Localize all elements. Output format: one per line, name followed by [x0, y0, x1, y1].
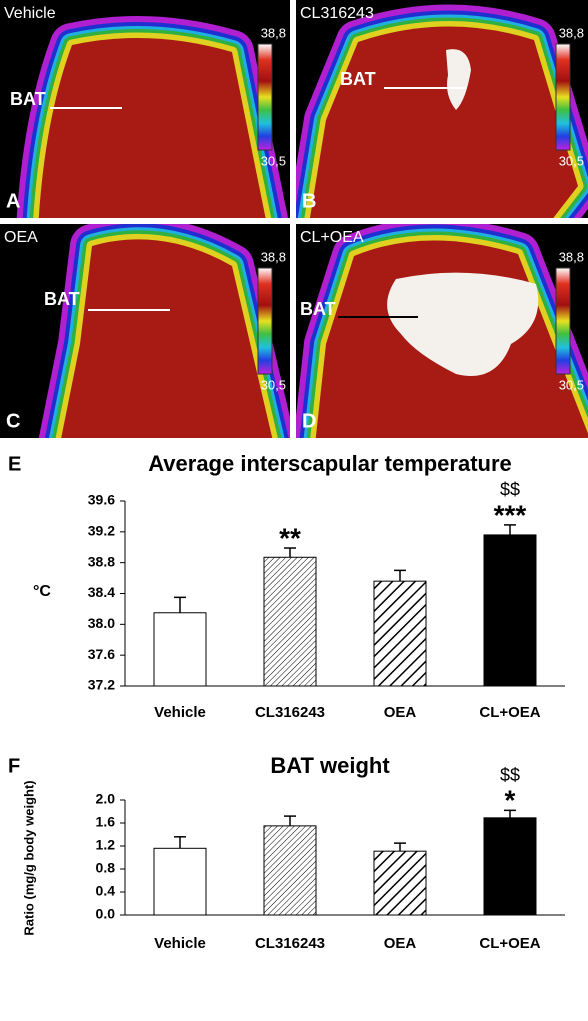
- thermal-panel: BAT OEA C 38,8 30,5: [0, 224, 290, 438]
- panel-label: Vehicle: [4, 5, 56, 22]
- bar: [373, 580, 427, 687]
- error-bar: [174, 836, 186, 849]
- y-tick-label: 1.6: [96, 814, 116, 830]
- thermal-body: [309, 26, 578, 218]
- hot-spot: [446, 49, 471, 110]
- scale-max: 38,8: [559, 25, 584, 40]
- panel-letter: B: [302, 190, 316, 212]
- x-tick-label: CL+OEA: [479, 704, 540, 721]
- significance-label: *: [505, 785, 516, 816]
- x-tick-label: CL+OEA: [479, 935, 540, 952]
- thermal-body: [61, 239, 273, 438]
- hot-spot: [387, 272, 539, 376]
- bar: [373, 850, 427, 916]
- thermal-panel: BAT Vehicle A 38,8 30,5: [0, 0, 290, 218]
- bar: [263, 556, 317, 687]
- x-tick-label: CL316243: [255, 935, 325, 952]
- scale-min: 30,5: [559, 153, 584, 168]
- y-tick-label: 38.8: [88, 553, 115, 569]
- thermal-panel: BAT CL316243 B 38,8 30,5: [296, 0, 588, 218]
- y-tick-label: 37.2: [88, 677, 115, 693]
- y-tick-label: 39.6: [88, 492, 115, 508]
- scale-min: 30,5: [559, 377, 584, 392]
- error-bar: [174, 596, 186, 613]
- x-tick-label: Vehicle: [154, 704, 206, 721]
- scale-min: 30,5: [261, 377, 286, 392]
- panel-letter: C: [6, 410, 20, 432]
- panel-letter: A: [6, 190, 20, 212]
- bat-label: BAT: [10, 89, 46, 109]
- y-tick-label: 38.4: [88, 584, 115, 600]
- significance-label: **: [279, 522, 301, 553]
- panel-label: OEA: [4, 229, 38, 246]
- error-bar: [504, 809, 516, 818]
- scale-min: 30,5: [261, 153, 286, 168]
- scale-max: 38,8: [261, 25, 286, 40]
- error-bar: [394, 842, 406, 852]
- y-tick-label: 0.8: [96, 860, 116, 876]
- chart-title: Average interscapular temperature: [148, 451, 512, 476]
- error-bar: [284, 815, 296, 826]
- color-scale: [555, 267, 571, 375]
- panel-label: CL+OEA: [300, 229, 364, 246]
- color-scale: [257, 43, 273, 151]
- panel-letter: D: [302, 410, 316, 432]
- panel-letter: E: [8, 453, 21, 475]
- x-tick-label: CL316243: [255, 704, 325, 721]
- significance-label: $$: [500, 480, 520, 500]
- bar: [263, 825, 317, 916]
- bar: [483, 534, 537, 687]
- bat-label: BAT: [300, 299, 336, 319]
- y-tick-label: 38.0: [88, 615, 115, 631]
- thermal-body: [38, 37, 266, 218]
- bat-label: BAT: [44, 289, 80, 309]
- y-tick-label: 39.2: [88, 523, 115, 539]
- thermal-panel: BAT CL+OEA D 38,8 30,5: [296, 224, 588, 438]
- bar: [483, 817, 537, 916]
- y-axis-label: Ratio (mg/g body weight): [21, 780, 36, 935]
- bat-label: BAT: [340, 69, 376, 89]
- scale-max: 38,8: [261, 249, 286, 264]
- color-scale: [257, 267, 273, 375]
- y-axis-label: °C: [33, 583, 51, 600]
- y-tick-label: 0.0: [96, 906, 116, 922]
- panel-label: CL316243: [300, 5, 374, 22]
- y-tick-label: 0.4: [96, 883, 116, 899]
- x-tick-label: Vehicle: [154, 935, 206, 952]
- scale-max: 38,8: [559, 249, 584, 264]
- error-bar: [284, 547, 296, 558]
- significance-label: ***: [494, 499, 527, 530]
- error-bar: [504, 524, 516, 535]
- y-tick-label: 1.2: [96, 837, 116, 853]
- x-tick-label: OEA: [384, 704, 417, 721]
- significance-label: $$: [500, 765, 520, 785]
- panel-letter: F: [8, 755, 20, 777]
- color-scale: [555, 43, 571, 151]
- chart-title: BAT weight: [270, 753, 390, 778]
- bar: [153, 612, 207, 687]
- y-tick-label: 37.6: [88, 646, 115, 662]
- error-bar: [394, 569, 406, 582]
- x-tick-label: OEA: [384, 935, 417, 952]
- bar: [153, 847, 207, 916]
- y-tick-label: 2.0: [96, 791, 116, 807]
